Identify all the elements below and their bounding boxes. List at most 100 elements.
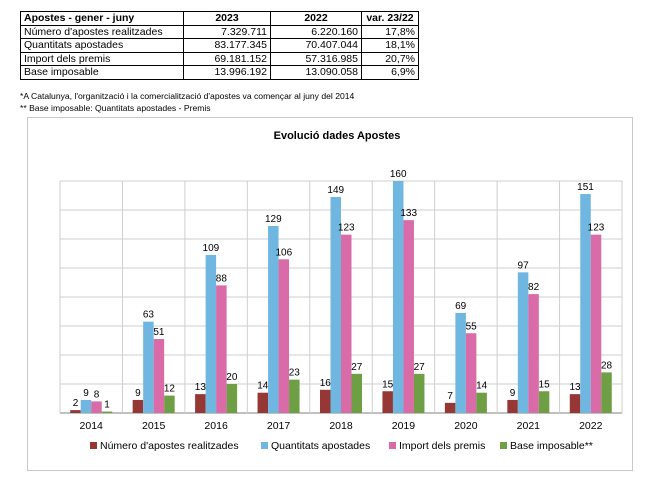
data-label: 63 — [143, 310, 155, 321]
data-label: 69 — [455, 301, 467, 312]
data-label: 1 — [104, 400, 110, 411]
cell-var: 17,8% — [361, 24, 419, 39]
data-label: 27 — [351, 362, 363, 373]
cell-2023: 83.177.345 — [183, 38, 271, 53]
bar — [517, 272, 529, 413]
legend-swatch — [389, 442, 396, 449]
bar — [351, 373, 362, 413]
bar — [132, 399, 144, 413]
cell-2023: 7.329.711 — [183, 24, 271, 39]
cell-2022: 13.090.058 — [270, 65, 362, 80]
summary-table: Apostes - gener - juny 2023 2022 var. 23… — [20, 11, 419, 80]
bar — [320, 389, 331, 413]
table-row: Base imposable 13.996.192 13.090.058 6,9… — [20, 65, 419, 80]
data-label: 13 — [195, 382, 207, 393]
cell-2023: 69.181.152 — [183, 51, 271, 66]
data-label: 12 — [164, 384, 176, 395]
x-tick-label: 2018 — [329, 420, 353, 432]
bar — [91, 401, 102, 413]
chart-frame — [27, 117, 633, 471]
x-tick-label: 2022 — [579, 420, 603, 432]
x-tick-label: 2021 — [517, 420, 541, 432]
x-tick-label: 2016 — [204, 420, 228, 432]
legend-swatch — [90, 442, 97, 449]
legend-label: Quantitats apostades — [271, 440, 370, 452]
bar — [101, 411, 113, 413]
bar — [330, 196, 341, 413]
data-label: 13 — [569, 382, 581, 393]
data-label: 123 — [338, 223, 355, 234]
bar — [601, 372, 612, 413]
data-label: 27 — [414, 362, 426, 373]
data-label: 129 — [265, 214, 282, 225]
data-label: 82 — [528, 282, 540, 293]
footnote: *A Catalunya, l'organització i la comerc… — [20, 91, 355, 101]
bar — [580, 194, 591, 413]
data-label: 9 — [510, 388, 516, 399]
bar — [465, 333, 477, 413]
cell-var: 20,7% — [361, 51, 419, 66]
bar — [590, 234, 602, 413]
row-label: Import dels premis — [20, 51, 184, 66]
data-label: 51 — [153, 327, 165, 338]
data-label: 2 — [73, 398, 79, 409]
bar — [268, 225, 279, 413]
bar — [278, 259, 290, 413]
bar — [538, 391, 550, 413]
data-label: 97 — [518, 260, 530, 271]
row-label: Base imposable — [20, 65, 184, 80]
bar — [476, 392, 487, 413]
bar — [195, 394, 206, 413]
data-label: 23 — [289, 368, 301, 379]
row-label: Número d'apostes realitzades — [20, 24, 184, 39]
bar — [216, 285, 227, 413]
bar — [569, 394, 581, 413]
data-label: 15 — [539, 379, 551, 390]
data-label: 9 — [83, 388, 89, 399]
legend-label: Número d'apostes realitzades — [100, 440, 239, 452]
bar — [413, 373, 425, 413]
data-label: 28 — [601, 360, 613, 371]
bar — [403, 220, 414, 413]
cell-2022: 70.407.044 — [270, 38, 362, 53]
bar — [455, 312, 466, 413]
bar — [70, 410, 81, 413]
x-tick-label: 2015 — [142, 420, 166, 432]
footnote: ** Base imposable: Quantitats apostades … — [20, 103, 211, 113]
table-row: Número d'apostes realitzades 7.329.711 6… — [20, 24, 419, 39]
x-tick-label: 2014 — [80, 420, 104, 432]
legend-swatch — [500, 442, 507, 449]
bar — [528, 294, 539, 413]
data-label: 123 — [588, 223, 605, 234]
data-label: 151 — [577, 182, 594, 193]
bar — [226, 384, 238, 413]
footnotes: *A Catalunya, l'organització i la comerc… — [20, 90, 354, 114]
bar — [205, 254, 217, 413]
legend-swatch — [261, 442, 268, 449]
legend-label: Import dels premis — [399, 440, 485, 452]
data-label: 8 — [94, 389, 100, 400]
data-label: 109 — [203, 243, 220, 254]
bar — [382, 391, 393, 413]
cell-2022: 6.220.160 — [270, 24, 362, 39]
bar — [80, 399, 92, 413]
data-label: 149 — [327, 185, 344, 196]
data-label: 14 — [476, 381, 488, 392]
table-row: Quantitats apostades 83.177.345 70.407.0… — [20, 38, 419, 53]
data-label: 20 — [226, 372, 238, 383]
bar — [289, 379, 300, 413]
chart-title: Evolució dades Apostes — [274, 130, 401, 142]
data-label: 106 — [275, 247, 292, 258]
bar — [153, 339, 165, 413]
data-label: 7 — [447, 391, 453, 402]
bar — [257, 392, 269, 413]
x-tick-label: 2019 — [392, 420, 416, 432]
cell-var: 18,1% — [361, 38, 419, 53]
cell-2023: 13.996.192 — [183, 65, 271, 80]
data-label: 88 — [216, 273, 228, 284]
legend-label: Base imposable** — [510, 440, 593, 452]
data-label: 16 — [320, 378, 332, 389]
data-label: 55 — [466, 321, 478, 332]
data-label: 15 — [382, 379, 394, 390]
